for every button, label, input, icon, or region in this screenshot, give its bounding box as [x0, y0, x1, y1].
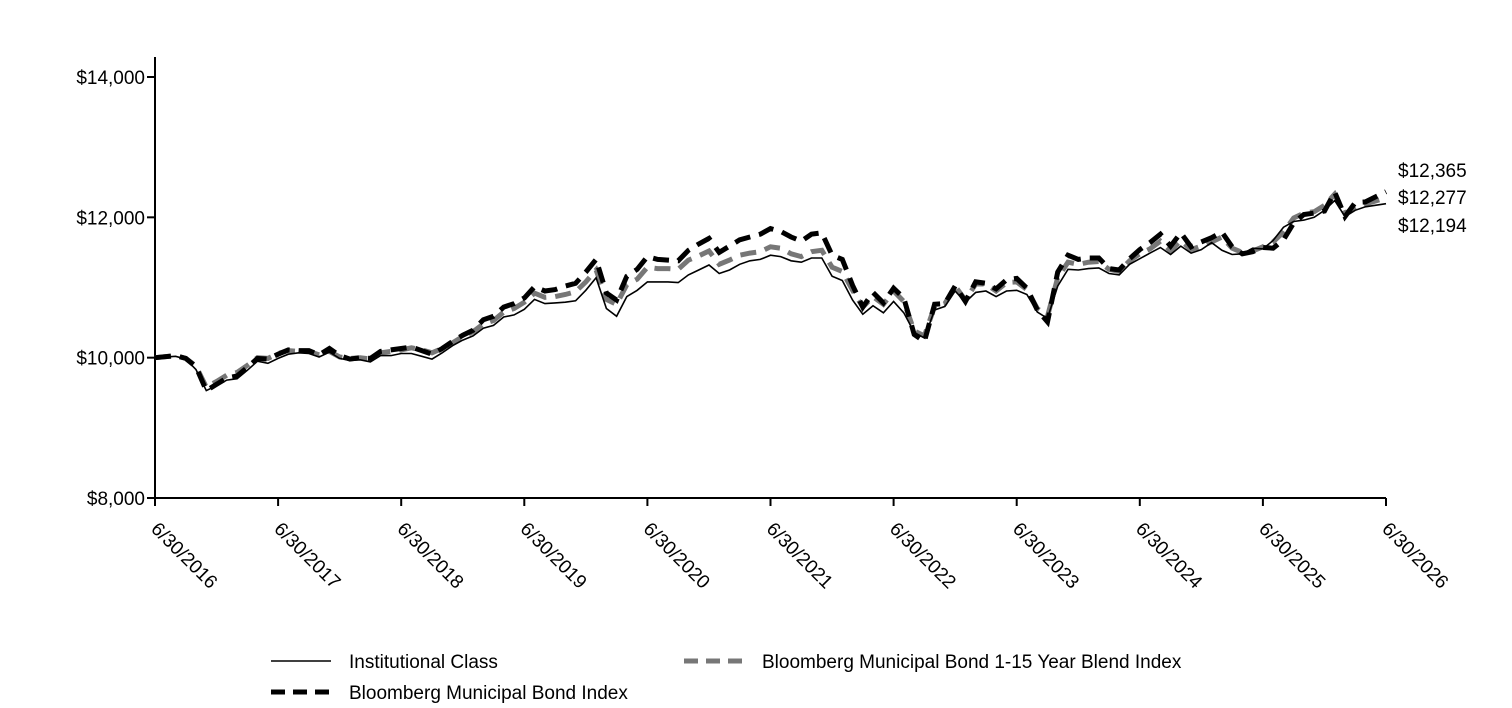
- x-axis-ticks: 6/30/2016 6/30/2017 6/30/2018 6/30/2019 6/30…: [146, 498, 1452, 594]
- y-tick-label: $12,000: [76, 208, 145, 229]
- x-tick-label: 6/30/2021: [762, 519, 837, 594]
- series-bloomberg-1-15-year-blend-index: [154, 189, 1387, 391]
- end-value-label: $12,194: [1398, 216, 1467, 237]
- legend-item-bloomberg-municipal-bond-index: Bloomberg Municipal Bond Index: [271, 683, 628, 704]
- end-value-labels: $12,365 $12,277 $12,194: [1398, 161, 1467, 237]
- x-tick-label: 6/30/2024: [1131, 519, 1206, 594]
- x-tick-label: 6/30/2026: [1377, 519, 1452, 594]
- y-tick-label: $14,000: [76, 68, 145, 89]
- legend-item-bloomberg-1-15-year-blend-index: Bloomberg Municipal Bond 1-15 Year Blend…: [684, 652, 1182, 673]
- axes: [154, 57, 1386, 499]
- x-tick-label: 6/30/2022: [885, 519, 960, 594]
- x-tick-label: 6/30/2018: [393, 519, 468, 594]
- legend-item-institutional-class: Institutional Class: [271, 652, 498, 673]
- x-tick-label: 6/30/2017: [270, 519, 345, 594]
- y-tick-label: $10,000: [76, 349, 145, 370]
- x-tick-label: 6/30/2019: [516, 519, 591, 594]
- y-axis-ticks: $8,000 $10,000 $12,000 $14,000: [76, 68, 155, 510]
- legend-label: Institutional Class: [349, 652, 498, 673]
- y-tick-label: $8,000: [87, 489, 145, 510]
- legend-label: Bloomberg Municipal Bond 1-15 Year Blend…: [762, 652, 1182, 673]
- series-institutional-class: [154, 199, 1387, 392]
- legend-label: Bloomberg Municipal Bond Index: [349, 683, 628, 704]
- series-layer: [154, 186, 1388, 395]
- x-tick-label: 6/30/2025: [1254, 519, 1329, 594]
- x-tick-label: 6/30/2020: [639, 519, 714, 594]
- legend: Institutional Class Bloomberg Municipal B…: [271, 652, 1182, 704]
- x-tick-label: 6/30/2023: [1008, 519, 1083, 594]
- end-value-label: $12,277: [1398, 188, 1467, 209]
- series-bloomberg-municipal-bond-index: [154, 186, 1388, 395]
- x-tick-label: 6/30/2016: [146, 519, 221, 594]
- end-value-label: $12,365: [1398, 161, 1467, 182]
